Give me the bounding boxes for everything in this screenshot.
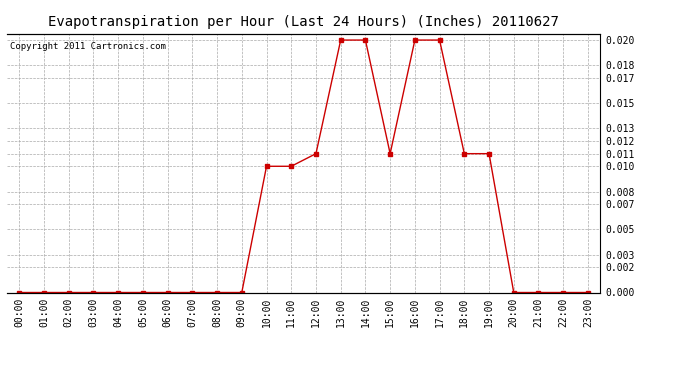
Text: Copyright 2011 Cartronics.com: Copyright 2011 Cartronics.com <box>10 42 166 51</box>
Text: Evapotranspiration per Hour (Last 24 Hours) (Inches) 20110627: Evapotranspiration per Hour (Last 24 Hou… <box>48 15 559 29</box>
